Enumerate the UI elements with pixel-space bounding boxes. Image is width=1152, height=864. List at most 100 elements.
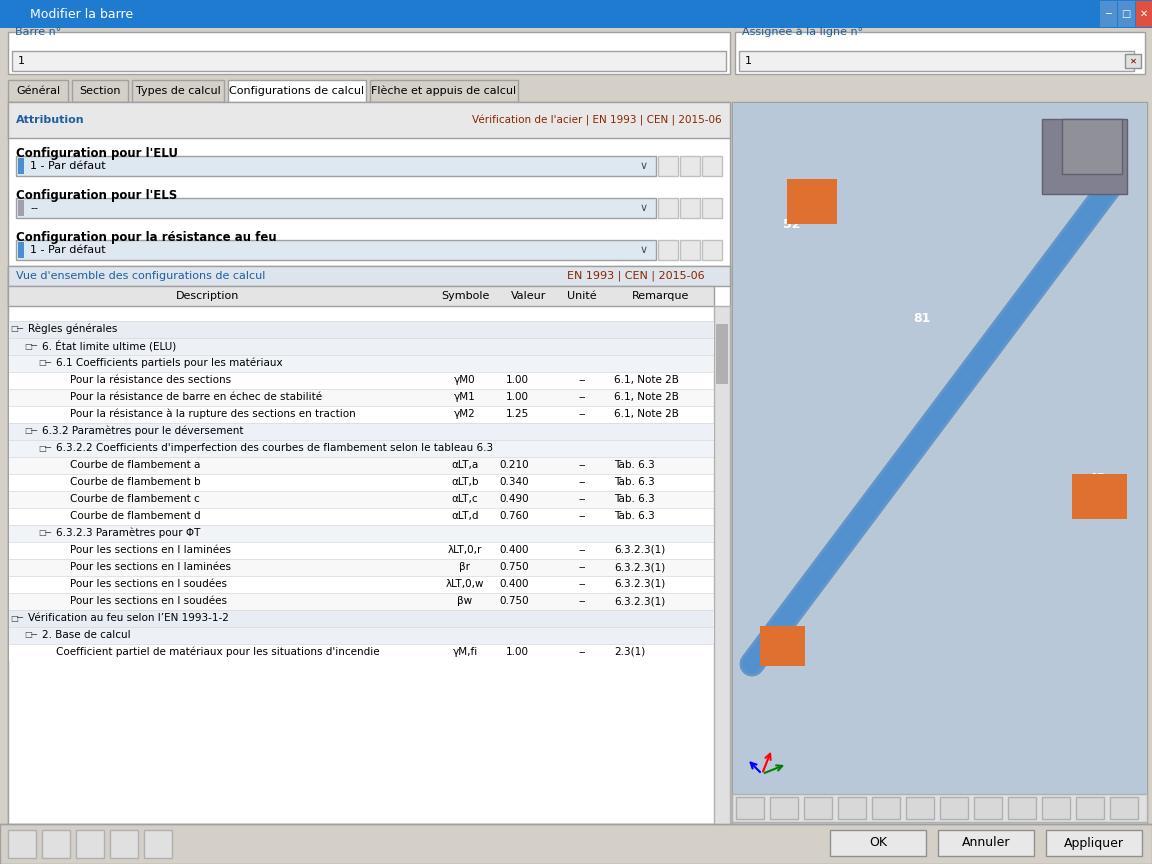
Text: --: -- — [578, 647, 585, 657]
Text: 0.490: 0.490 — [499, 494, 529, 504]
Bar — [973, 797, 1002, 819]
Text: □: □ — [10, 325, 18, 334]
Text: βw: βw — [457, 596, 472, 606]
Text: ✕: ✕ — [1140, 9, 1149, 19]
Text: Pour la résistance des sections: Pour la résistance des sections — [70, 375, 232, 385]
Text: --: -- — [578, 392, 585, 402]
Text: Tab. 6.3: Tab. 6.3 — [614, 460, 654, 470]
Text: □: □ — [24, 631, 32, 639]
Bar — [838, 797, 866, 819]
Text: −: − — [16, 613, 24, 623]
Text: 1.00: 1.00 — [506, 647, 529, 657]
Bar — [9, 593, 713, 610]
Text: Règles générales: Règles générales — [28, 324, 118, 334]
Text: 6.3.2.3(1): 6.3.2.3(1) — [614, 596, 665, 606]
Text: Vérification de l'acier | EN 1993 | CEN | 2015-06: Vérification de l'acier | EN 1993 | CEN … — [472, 115, 722, 125]
Text: ∨: ∨ — [639, 161, 647, 171]
Text: --: -- — [578, 494, 585, 504]
Bar — [1111, 797, 1138, 819]
Text: 2. Base de calcul: 2. Base de calcul — [41, 630, 130, 640]
Text: Description: Description — [176, 291, 240, 301]
Bar — [702, 156, 722, 176]
Text: Vue d'ensemble des configurations de calcul: Vue d'ensemble des configurations de cal… — [16, 271, 265, 281]
Text: --: -- — [578, 562, 585, 572]
Text: βr: βr — [460, 562, 470, 572]
Bar — [9, 406, 713, 423]
Bar — [9, 542, 713, 559]
Text: Pour les sections en I laminées: Pour les sections en I laminées — [70, 545, 232, 555]
Text: 0.400: 0.400 — [500, 579, 529, 589]
Text: Courbe de flambement a: Courbe de flambement a — [70, 460, 200, 470]
Bar — [18, 242, 24, 258]
Bar — [1117, 1, 1135, 27]
Text: Général: Général — [16, 86, 60, 96]
Text: −: − — [30, 426, 38, 436]
Bar — [938, 830, 1034, 856]
Text: 81: 81 — [914, 313, 931, 326]
Text: −: − — [44, 358, 52, 368]
Text: −: − — [44, 528, 52, 538]
Bar — [1062, 119, 1122, 174]
Text: λLT,0,w: λLT,0,w — [446, 579, 484, 589]
Text: 1.00: 1.00 — [506, 392, 529, 402]
Text: OK: OK — [869, 836, 887, 849]
Bar — [717, 324, 728, 384]
Text: 1: 1 — [745, 56, 752, 66]
Text: ✕: ✕ — [1129, 56, 1137, 66]
Text: Configuration pour l'ELU: Configuration pour l'ELU — [16, 148, 179, 161]
Text: γM1: γM1 — [454, 392, 476, 402]
Text: 52: 52 — [783, 218, 801, 231]
Bar — [0, 0, 1152, 28]
Text: Pour les sections en I laminées: Pour les sections en I laminées — [70, 562, 232, 572]
Text: Types de calcul: Types de calcul — [136, 86, 220, 96]
Bar — [1073, 474, 1127, 519]
Text: 1 - Par défaut: 1 - Par défaut — [30, 245, 106, 255]
Text: 43: 43 — [1089, 473, 1106, 486]
Text: --: -- — [578, 460, 585, 470]
Bar — [8, 266, 730, 824]
Text: 0.210: 0.210 — [499, 460, 529, 470]
Text: --: -- — [578, 409, 585, 419]
Text: 0.400: 0.400 — [500, 545, 529, 555]
Bar — [1126, 54, 1140, 68]
Text: Tab. 6.3: Tab. 6.3 — [614, 494, 654, 504]
Text: γM,fi: γM,fi — [453, 647, 478, 657]
Bar — [732, 102, 1147, 824]
Text: --: -- — [578, 375, 585, 385]
Text: □: □ — [10, 613, 18, 622]
Bar — [9, 491, 713, 508]
Bar — [658, 240, 679, 260]
Bar — [370, 80, 518, 102]
Text: 6.1, Note 2B: 6.1, Note 2B — [614, 392, 679, 402]
Text: 6. État limite ultime (ELU): 6. État limite ultime (ELU) — [41, 340, 176, 352]
Bar — [829, 830, 926, 856]
Text: ∨: ∨ — [639, 245, 647, 255]
Text: --: -- — [30, 203, 38, 213]
Bar — [770, 797, 798, 819]
Text: αLT,c: αLT,c — [452, 494, 478, 504]
Bar — [9, 508, 713, 525]
Bar — [8, 102, 730, 824]
Text: λLT,0,r: λLT,0,r — [448, 545, 483, 555]
Bar — [8, 80, 68, 102]
Text: Configuration pour la résistance au feu: Configuration pour la résistance au feu — [16, 232, 276, 245]
Text: Coefficient partiel de matériaux pour les situations d'incendie: Coefficient partiel de matériaux pour le… — [56, 647, 380, 658]
Bar — [9, 474, 713, 491]
Bar — [702, 240, 722, 260]
Text: γM2: γM2 — [454, 409, 476, 419]
Bar — [9, 389, 713, 406]
Bar — [9, 610, 713, 627]
Text: Pour la résistance à la rupture des sections en traction: Pour la résistance à la rupture des sect… — [70, 409, 356, 419]
Bar — [12, 51, 726, 71]
Text: 6.3.2 Paramètres pour le déversement: 6.3.2 Paramètres pour le déversement — [41, 426, 243, 436]
Bar — [760, 626, 805, 666]
Text: ─: ─ — [1105, 9, 1111, 19]
Text: 0.340: 0.340 — [499, 477, 529, 487]
Text: 6.1, Note 2B: 6.1, Note 2B — [614, 409, 679, 419]
Text: 0.750: 0.750 — [499, 562, 529, 572]
Text: □: □ — [24, 427, 32, 435]
Bar — [9, 423, 713, 440]
Bar — [71, 80, 128, 102]
Text: γM0: γM0 — [454, 375, 476, 385]
Bar — [1043, 119, 1127, 194]
